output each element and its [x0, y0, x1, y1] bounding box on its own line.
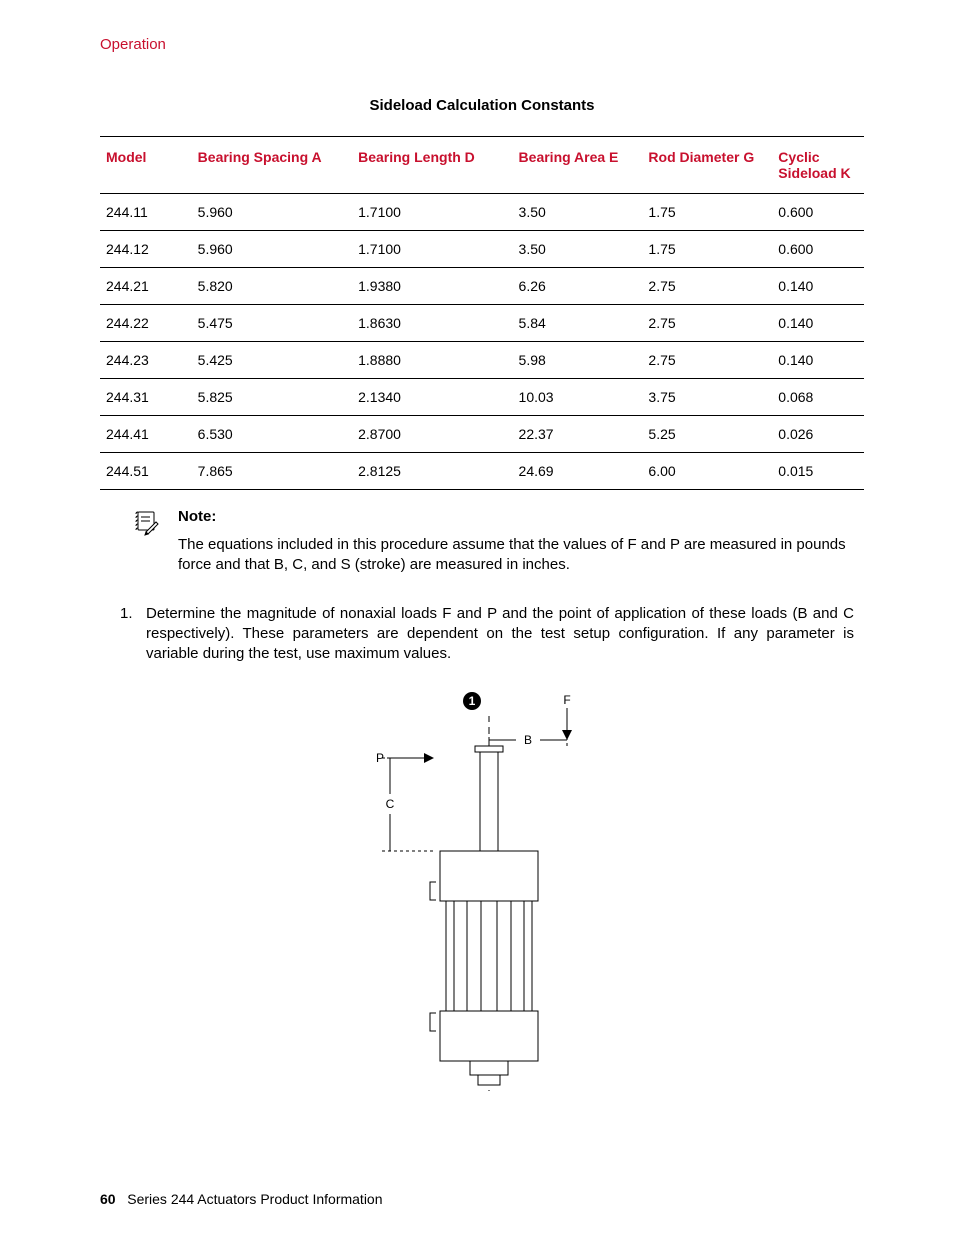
- step-text: Determine the magnitude of nonaxial load…: [146, 604, 854, 665]
- table-header-cell: Rod Diameter G: [642, 137, 772, 194]
- table-cell: 1.7100: [352, 231, 512, 268]
- constants-table: ModelBearing Spacing ABearing Length DBe…: [100, 136, 864, 490]
- table-header-cell: Cyclic Sideload K: [772, 137, 864, 194]
- table-cell: 5.820: [192, 268, 352, 305]
- table-cell: 2.75: [642, 342, 772, 379]
- table-cell: 244.12: [100, 231, 192, 268]
- table-row: 244.125.9601.71003.501.750.600: [100, 231, 864, 268]
- table-cell: 5.475: [192, 305, 352, 342]
- note-text: The equations included in this procedure…: [178, 535, 854, 576]
- table-cell: 244.41: [100, 416, 192, 453]
- table-cell: 5.825: [192, 379, 352, 416]
- page-footer: 60 Series 244 Actuators Product Informat…: [100, 1191, 383, 1207]
- table-cell: 244.23: [100, 342, 192, 379]
- table-cell: 6.530: [192, 416, 352, 453]
- table-cell: 5.960: [192, 231, 352, 268]
- table-cell: 2.8700: [352, 416, 512, 453]
- table-cell: 5.84: [513, 305, 643, 342]
- table-cell: 6.00: [642, 453, 772, 490]
- table-row: 244.517.8652.812524.696.000.015: [100, 453, 864, 490]
- table-cell: 22.37: [513, 416, 643, 453]
- actuator-diagram: 1 F B P C: [332, 686, 632, 1106]
- table-cell: 2.1340: [352, 379, 512, 416]
- table-cell: 5.98: [513, 342, 643, 379]
- table-cell: 0.140: [772, 305, 864, 342]
- note-label: Note:: [178, 508, 854, 525]
- table-header-row: ModelBearing Spacing ABearing Length DBe…: [100, 137, 864, 194]
- table-cell: 244.11: [100, 194, 192, 231]
- table-title: Sideload Calculation Constants: [100, 97, 864, 114]
- table-cell: 0.068: [772, 379, 864, 416]
- table-cell: 0.140: [772, 268, 864, 305]
- table-cell: 2.8125: [352, 453, 512, 490]
- table-cell: 5.960: [192, 194, 352, 231]
- table-cell: 6.26: [513, 268, 643, 305]
- table-cell: 1.7100: [352, 194, 512, 231]
- table-row: 244.235.4251.88805.982.750.140: [100, 342, 864, 379]
- table-cell: 1.8630: [352, 305, 512, 342]
- diagram-label-b: B: [524, 733, 532, 747]
- table-cell: 244.22: [100, 305, 192, 342]
- note-icon: [132, 508, 168, 576]
- table-cell: 3.50: [513, 231, 643, 268]
- table-header-cell: Model: [100, 137, 192, 194]
- table-cell: 244.51: [100, 453, 192, 490]
- diagram-label-c: C: [386, 797, 395, 811]
- page-number: 60: [100, 1191, 116, 1207]
- footer-title: Series 244 Actuators Product Information: [127, 1191, 382, 1207]
- table-cell: 0.026: [772, 416, 864, 453]
- table-cell: 244.31: [100, 379, 192, 416]
- table-row: 244.225.4751.86305.842.750.140: [100, 305, 864, 342]
- table-header-cell: Bearing Area E: [513, 137, 643, 194]
- table-cell: 1.8880: [352, 342, 512, 379]
- table-cell: 0.015: [772, 453, 864, 490]
- table-row: 244.416.5302.870022.375.250.026: [100, 416, 864, 453]
- table-cell: 2.75: [642, 268, 772, 305]
- step-number: 1.: [120, 604, 146, 665]
- diagram-label-f: F: [563, 693, 570, 707]
- table-cell: 0.140: [772, 342, 864, 379]
- diagram-badge: 1: [469, 694, 476, 708]
- table-header-cell: Bearing Spacing A: [192, 137, 352, 194]
- table-row: 244.115.9601.71003.501.750.600: [100, 194, 864, 231]
- table-cell: 10.03: [513, 379, 643, 416]
- table-cell: 1.75: [642, 231, 772, 268]
- table-cell: 1.75: [642, 194, 772, 231]
- table-cell: 0.600: [772, 194, 864, 231]
- table-cell: 7.865: [192, 453, 352, 490]
- table-cell: 24.69: [513, 453, 643, 490]
- note-block: Note: The equations included in this pro…: [132, 508, 854, 576]
- table-cell: 3.75: [642, 379, 772, 416]
- table-cell: 244.21: [100, 268, 192, 305]
- table-cell: 5.425: [192, 342, 352, 379]
- table-row: 244.315.8252.134010.033.750.068: [100, 379, 864, 416]
- table-cell: 5.25: [642, 416, 772, 453]
- table-row: 244.215.8201.93806.262.750.140: [100, 268, 864, 305]
- step-1: 1. Determine the magnitude of nonaxial l…: [120, 604, 854, 665]
- table-cell: 2.75: [642, 305, 772, 342]
- table-cell: 3.50: [513, 194, 643, 231]
- table-cell: 0.600: [772, 231, 864, 268]
- section-header: Operation: [100, 36, 864, 53]
- table-header-cell: Bearing Length D: [352, 137, 512, 194]
- table-cell: 1.9380: [352, 268, 512, 305]
